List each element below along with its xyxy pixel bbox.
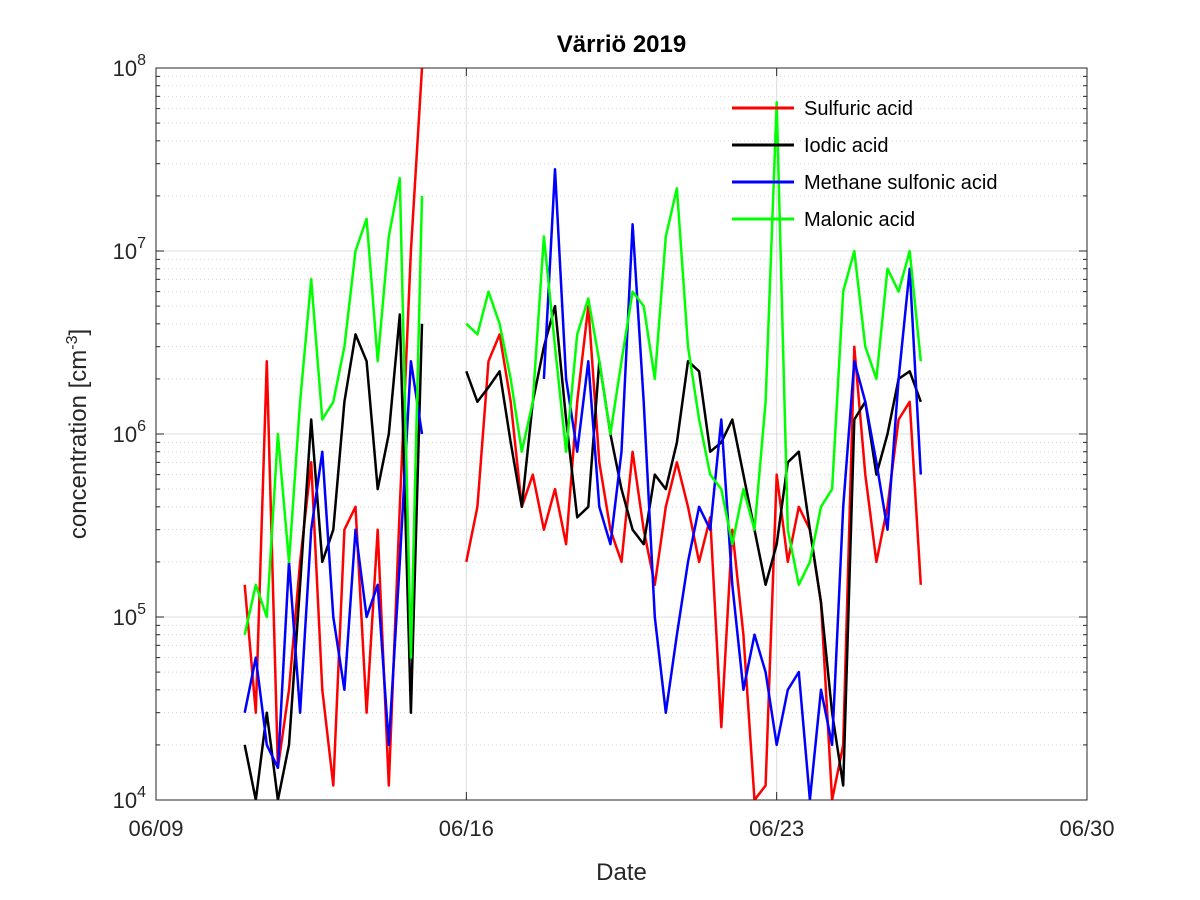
y-tick-label: 108: [113, 52, 146, 81]
y-tick-label: 105: [113, 601, 146, 630]
y-axis-label-main: concentration [cm: [65, 350, 92, 539]
legend-label: Malonic acid: [804, 209, 915, 231]
y-tick-label-base: 10: [113, 605, 137, 630]
y-axis-label-exponent: -3: [64, 335, 81, 349]
y-tick-label: 107: [113, 235, 146, 264]
y-tick-label-exponent: 8: [137, 52, 146, 69]
legend-label: Iodic acid: [804, 135, 889, 157]
legend-label: Sulfuric acid: [804, 98, 913, 120]
series-line: [243, 167, 923, 800]
legend: Sulfuric acid Iodic acid Methane sulfonic …: [732, 98, 997, 231]
legend-label: Methane sulfonic acid: [804, 172, 997, 194]
y-tick-label-exponent: 5: [137, 601, 146, 618]
y-axis-label-close: ]: [65, 329, 92, 336]
x-tick-label: 06/30: [1059, 816, 1114, 841]
y-tick-label-base: 10: [113, 788, 137, 813]
y-tick-label-exponent: 6: [137, 418, 146, 435]
series-line: [243, 100, 923, 659]
y-tick-label-exponent: 4: [137, 784, 146, 801]
x-tick-label: 06/23: [749, 816, 804, 841]
series-line: [243, 304, 922, 800]
x-tick-label: 06/16: [439, 816, 494, 841]
y-tick-label-base: 10: [113, 239, 137, 264]
y-axis-label: concentration [cm-3]: [64, 329, 92, 539]
y-tick-label-exponent: 7: [137, 235, 146, 252]
chart-title: Värriö 2019: [557, 31, 686, 58]
y-tick-label: 104: [113, 784, 146, 813]
x-tick-label: 06/09: [128, 816, 183, 841]
y-tick-label-base: 10: [113, 422, 137, 447]
series-layer: [243, 68, 923, 800]
y-tick-label: 106: [113, 418, 146, 447]
x-axis-label: Date: [596, 859, 647, 886]
y-tick-label-base: 10: [113, 56, 137, 81]
